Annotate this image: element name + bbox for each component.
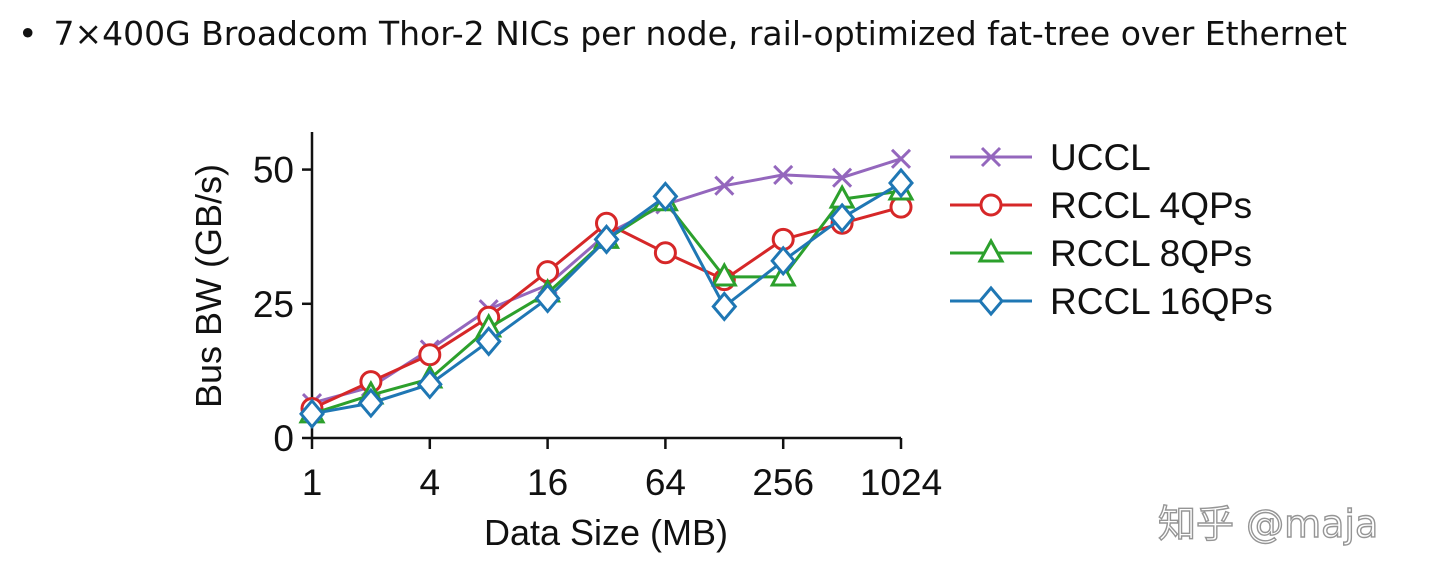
series-line-uccl [311, 157, 902, 405]
series-uccl [301, 148, 912, 414]
watermark: 知乎 @maja [1157, 501, 1379, 546]
x-tick-label: 16 [527, 462, 568, 503]
data-point-uccl [773, 164, 794, 186]
bullet-caption: 7×400G Broadcom Thor-2 NICs per node, ra… [53, 14, 1347, 53]
y-tick-label: 0 [273, 418, 294, 459]
chart-legend: UCCL RCCL 4QPs RCCL 8QPs RCCL 16QPs [950, 137, 1273, 322]
x-tick-label: 4 [420, 462, 441, 503]
legend-label: RCCL 8QPs [1050, 233, 1252, 274]
data-point-rccl-16qps [711, 291, 738, 322]
data-point-rccl-16qps [593, 224, 620, 255]
data-point-uccl [714, 175, 735, 196]
data-point-rccl-16qps [416, 368, 443, 400]
bullet-text: • 7×400G Broadcom Thor-2 NICs per node, r… [18, 14, 1347, 53]
legend-item-rccl-16qps: RCCL 16QPs [950, 281, 1273, 322]
chart-series [298, 148, 915, 430]
series-rccl-16qps [299, 167, 914, 430]
data-point-rccl-8qps [710, 261, 738, 287]
y-axis-label: Bus BW (GB/s) [188, 164, 229, 408]
legend-marker [979, 193, 1003, 217]
legend-item-rccl-8qps: RCCL 8QPs [950, 233, 1252, 274]
data-point-rccl-16qps [299, 398, 325, 430]
data-point-rccl-16qps [475, 326, 502, 357]
bullet-marker: • [18, 14, 38, 53]
x-tick-label: 64 [645, 462, 686, 503]
legend-marker [977, 237, 1005, 263]
x-tick-label: 256 [752, 462, 814, 503]
legend-label: RCCL 4QPs [1050, 185, 1252, 226]
data-point-rccl-16qps [652, 181, 679, 212]
data-point-rccl-16qps [357, 387, 384, 419]
data-point-rccl-4qps [418, 343, 442, 367]
data-point-rccl-16qps [770, 245, 797, 277]
x-axis-label: Data Size (MB) [484, 512, 728, 553]
data-point-rccl-16qps [829, 202, 856, 234]
y-tick-label: 25 [253, 284, 294, 325]
y-tick-label: 50 [253, 150, 294, 191]
legend-marker [978, 285, 1004, 317]
legend-label: RCCL 16QPs [1050, 281, 1273, 322]
legend-marker [980, 146, 1002, 168]
data-point-rccl-16qps [888, 167, 914, 199]
legend-label: UCCL [1050, 137, 1151, 178]
chart-axes: 0 25 50 1 4 16 64 256 1024 [253, 132, 942, 503]
data-point-uccl [832, 167, 853, 188]
data-point-rccl-4qps [653, 241, 677, 265]
legend-item-rccl-4qps: RCCL 4QPs [950, 185, 1252, 226]
legend-item-uccl: UCCL [950, 137, 1151, 178]
x-tick-label: 1 [302, 462, 323, 503]
data-point-uccl [890, 148, 912, 169]
x-tick-label: 1024 [860, 462, 942, 503]
data-point-rccl-16qps [534, 283, 561, 314]
